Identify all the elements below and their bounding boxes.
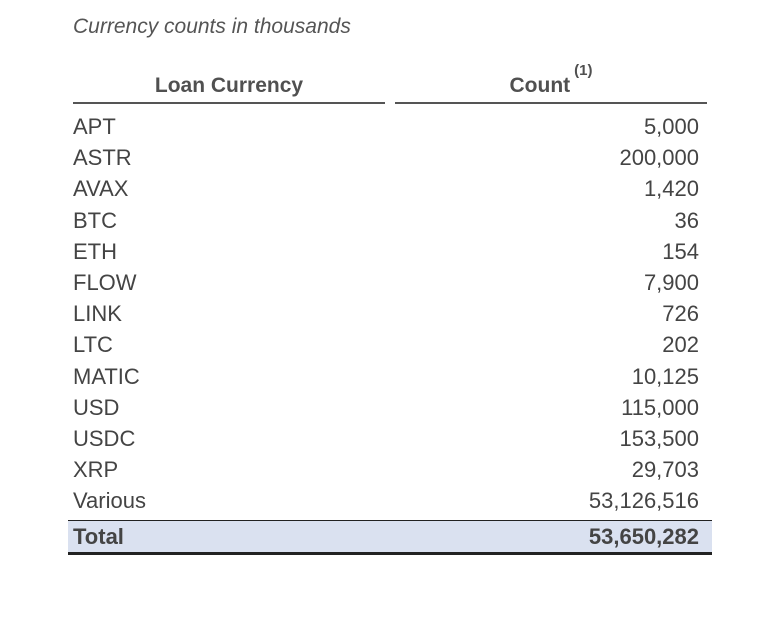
table-row: BTC 36 <box>73 205 699 236</box>
table-row: MATIC 10,125 <box>73 361 699 392</box>
currency-cell: LTC <box>73 332 113 358</box>
currency-cell: APT <box>73 114 116 139</box>
count-cell: 29,703 <box>631 457 699 483</box>
total-label: Total <box>73 523 124 549</box>
table-row: USD 115,000 <box>73 392 699 423</box>
count-cell: 153,500 <box>619 425 699 451</box>
count-cell: 53,126,516 <box>588 488 699 514</box>
total-count: 53,650,282 <box>588 523 699 549</box>
currency-cell: LINK <box>73 301 122 327</box>
count-cell: 10,125 <box>631 363 699 389</box>
table-row: APT 5,000 <box>73 111 699 142</box>
currency-cell: Various <box>73 488 146 514</box>
table-body: APT 5,000 ASTR 200,000 AVAX 1,420 BTC 36 ETH 154 F… <box>73 111 699 516</box>
table-row: LINK 726 <box>73 298 699 329</box>
table-row: FLOW 7,900 <box>73 267 699 298</box>
count-cell: 200,000 <box>619 145 699 171</box>
header-label: Loan Currency <box>154 74 304 97</box>
table-row: XRP 29,703 <box>73 454 699 485</box>
table-caption: Currency counts in thousands <box>73 15 351 38</box>
currency-cell: FLOW <box>73 269 137 295</box>
count-cell: 7,900 <box>643 269 699 295</box>
currency-cell: AVAX <box>73 176 129 202</box>
count-cell: 154 <box>662 238 699 264</box>
count-cell: 1,420 <box>643 176 699 202</box>
table-row: AVAX 1,420 <box>73 173 699 204</box>
currency-cell: ASTR <box>73 145 132 171</box>
currency-cell: USD <box>73 394 120 420</box>
column-header-currency: Loan Currency <box>73 70 385 104</box>
currency-cell: MATIC <box>73 363 140 389</box>
count-cell: 726 <box>662 301 699 327</box>
table-row: ASTR 200,000 <box>73 142 699 173</box>
header-label: Count <box>509 74 571 97</box>
column-header-count: Count(1) <box>395 63 707 104</box>
count-cell: 36 <box>674 207 699 233</box>
currency-cell: BTC <box>73 207 117 233</box>
count-cell: 5,000 <box>643 114 699 139</box>
table-row: LTC 202 <box>73 329 699 360</box>
table-row: Various 53,126,516 <box>73 485 699 516</box>
table-row: ETH 154 <box>73 236 699 267</box>
count-cell: 202 <box>662 332 699 358</box>
currency-cell: ETH <box>73 238 117 264</box>
currency-cell: XRP <box>73 457 119 483</box>
total-row: Total 53,650,282 <box>68 520 712 555</box>
currency-cell: USDC <box>73 425 136 451</box>
count-cell: 115,000 <box>621 394 699 420</box>
table-row: USDC 153,500 <box>73 423 699 454</box>
footnote-marker: (1) <box>574 62 593 79</box>
